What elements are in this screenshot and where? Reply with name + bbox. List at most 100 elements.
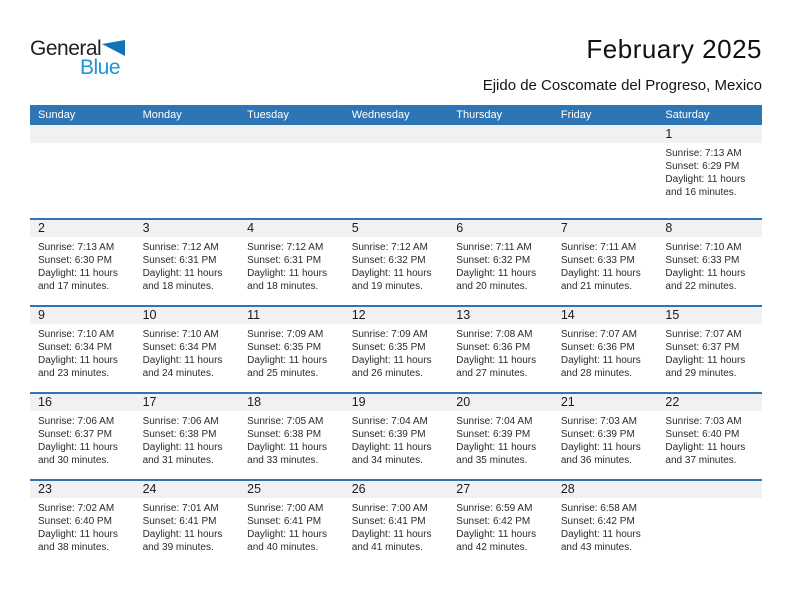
day-number: 13 <box>456 308 471 322</box>
calendar-day-cell: 8 Sunrise: 7:10 AM Sunset: 6:33 PM Daylight… <box>657 220 762 305</box>
day-number: 11 <box>247 308 261 322</box>
sunset-text: Sunset: 6:30 PM <box>38 255 112 266</box>
sunrise-text: Sunrise: 7:12 AM <box>142 242 219 253</box>
weekday-header-row: Sunday Monday Tuesday Wednesday Thursday… <box>30 105 762 125</box>
day-details: Sunrise: 7:00 AM Sunset: 6:41 PM Daylight:… <box>247 502 340 554</box>
sunrise-text: Sunrise: 7:09 AM <box>351 329 428 340</box>
calendar-day-cell: 12 Sunrise: 7:09 AM Sunset: 6:35 PM Dayligh… <box>344 307 449 392</box>
daylight2-text: and 20 minutes. <box>456 281 528 292</box>
day-number: 25 <box>247 482 262 496</box>
sunrise-text: Sunrise: 7:03 AM <box>665 416 742 427</box>
month-title: February 2025 <box>586 34 762 64</box>
logo-text-blue: Blue <box>79 56 121 79</box>
day-details: Sunrise: 7:04 AM Sunset: 6:39 PM Daylight:… <box>352 415 445 467</box>
daylight1-text: Daylight: 11 hours <box>560 268 641 279</box>
sunset-text: Sunset: 6:39 PM <box>456 429 531 440</box>
sunset-text: Sunset: 6:42 PM <box>456 516 531 527</box>
daylight2-text: and 30 minutes. <box>38 455 110 466</box>
daylight2-text: and 34 minutes. <box>351 455 423 466</box>
daylight2-text: and 40 minutes. <box>247 542 319 553</box>
sunrise-text: Sunrise: 7:07 AM <box>665 329 742 340</box>
day-details: Sunrise: 7:12 AM Sunset: 6:31 PM Daylight:… <box>247 241 340 293</box>
daylight2-text: and 43 minutes. <box>560 542 633 553</box>
sunset-text: Sunset: 6:32 PM <box>351 255 426 266</box>
calendar-empty-cell <box>239 125 344 218</box>
day-details: Sunrise: 7:01 AM Sunset: 6:41 PM Daylight:… <box>143 502 236 554</box>
calendar-day-cell: 18 Sunrise: 7:05 AM Sunset: 6:38 PM Dayligh… <box>239 394 344 479</box>
weekday-sunday: Sunday <box>38 109 76 121</box>
day-details: Sunrise: 7:07 AM Sunset: 6:36 PM Daylight:… <box>561 328 654 380</box>
sunset-text: Sunset: 6:36 PM <box>456 342 531 353</box>
calendar-grid: Sunday Monday Tuesday Wednesday Thursday… <box>30 105 762 566</box>
logo-text-general: General <box>30 37 102 60</box>
sunset-text: Sunset: 6:38 PM <box>142 429 217 440</box>
day-number: 26 <box>351 482 366 496</box>
calendar-empty-cell <box>657 481 762 566</box>
daylight1-text: Daylight: 11 hours <box>247 268 327 279</box>
day-number: 7 <box>560 221 568 235</box>
day-number: 4 <box>247 221 255 235</box>
daylight2-text: and 38 minutes. <box>38 542 110 553</box>
sunset-text: Sunset: 6:41 PM <box>142 516 217 527</box>
day-number: 17 <box>142 395 157 409</box>
sunset-text: Sunset: 6:33 PM <box>560 255 635 266</box>
calendar-day-cell: 19 Sunrise: 7:04 AM Sunset: 6:39 PM Dayligh… <box>344 394 449 479</box>
sunrise-text: Sunrise: 7:09 AM <box>247 329 324 340</box>
daylight1-text: Daylight: 11 hours <box>665 174 746 185</box>
day-details: Sunrise: 7:10 AM Sunset: 6:34 PM Daylight:… <box>143 328 236 380</box>
day-details: Sunrise: 7:02 AM Sunset: 6:40 PM Daylight:… <box>38 502 131 554</box>
sunset-text: Sunset: 6:31 PM <box>247 255 322 266</box>
daylight1-text: Daylight: 11 hours <box>142 529 223 540</box>
calendar-day-cell: 2 Sunrise: 7:13 AM Sunset: 6:30 PM Daylight… <box>30 220 135 305</box>
daylight1-text: Daylight: 11 hours <box>142 268 223 279</box>
daylight2-text: and 35 minutes. <box>456 455 528 466</box>
daylight1-text: Daylight: 11 hours <box>665 268 746 279</box>
weekday-thursday: Thursday <box>456 109 503 121</box>
day-number: 8 <box>665 221 673 235</box>
sunrise-text: Sunrise: 7:12 AM <box>247 242 324 253</box>
sunrise-text: Sunrise: 7:01 AM <box>142 503 219 514</box>
weekday-monday: Monday <box>142 109 182 121</box>
day-number: 2 <box>38 221 45 235</box>
sunset-text: Sunset: 6:35 PM <box>351 342 426 353</box>
sunrise-text: Sunrise: 7:06 AM <box>38 416 115 427</box>
calendar-day-cell: 21 Sunrise: 7:03 AM Sunset: 6:39 PM Dayligh… <box>553 394 658 479</box>
day-details: Sunrise: 7:12 AM Sunset: 6:32 PM Daylight:… <box>352 241 445 293</box>
day-details: Sunrise: 6:59 AM Sunset: 6:42 PM Daylight:… <box>456 502 549 554</box>
weekday-wednesday: Wednesday <box>351 109 410 121</box>
daylight2-text: and 19 minutes. <box>351 281 423 292</box>
calendar-day-cell: 6 Sunrise: 7:11 AM Sunset: 6:32 PM Daylight… <box>448 220 553 305</box>
day-number: 10 <box>142 308 157 322</box>
day-number: 12 <box>351 308 366 322</box>
daylight2-text: and 39 minutes. <box>142 542 214 553</box>
calendar-day-cell: 3 Sunrise: 7:12 AM Sunset: 6:31 PM Daylight… <box>135 220 240 305</box>
day-number: 14 <box>560 308 575 322</box>
sunrise-text: Sunrise: 7:00 AM <box>247 503 324 514</box>
calendar-day-cell: 7 Sunrise: 7:11 AM Sunset: 6:33 PM Daylight… <box>553 220 658 305</box>
sunrise-text: Sunrise: 7:13 AM <box>665 148 742 159</box>
sunset-text: Sunset: 6:32 PM <box>456 255 531 266</box>
weekday-saturday: Saturday <box>665 109 710 121</box>
day-details: Sunrise: 7:09 AM Sunset: 6:35 PM Daylight:… <box>352 328 445 380</box>
day-details: Sunrise: 7:11 AM Sunset: 6:32 PM Daylight:… <box>456 241 549 293</box>
daylight2-text: and 33 minutes. <box>247 455 319 466</box>
sunrise-text: Sunrise: 7:10 AM <box>665 242 742 253</box>
daylight2-text: and 24 minutes. <box>142 368 214 379</box>
daylight1-text: Daylight: 11 hours <box>456 268 537 279</box>
sunset-text: Sunset: 6:41 PM <box>247 516 322 527</box>
day-number: 19 <box>351 395 366 409</box>
day-number: 1 <box>665 127 673 141</box>
daylight1-text: Daylight: 11 hours <box>560 529 641 540</box>
sunrise-text: Sunrise: 6:59 AM <box>456 503 533 514</box>
day-number: 21 <box>560 395 575 409</box>
calendar-day-cell: 9 Sunrise: 7:10 AM Sunset: 6:34 PM Daylight… <box>30 307 135 392</box>
calendar-day-cell: 20 Sunrise: 7:04 AM Sunset: 6:39 PM Dayligh… <box>448 394 553 479</box>
weekday-friday: Friday <box>560 109 592 121</box>
sunset-text: Sunset: 6:37 PM <box>665 342 740 353</box>
calendar-day-cell: 24 Sunrise: 7:01 AM Sunset: 6:41 PM Dayligh… <box>135 481 240 566</box>
calendar-empty-cell <box>553 125 658 218</box>
calendar-week-row: 1 Sunrise: 7:13 AM Sunset: 6:29 PM Daylight… <box>30 125 762 218</box>
daylight2-text: and 29 minutes. <box>665 368 737 379</box>
sunrise-text: Sunrise: 7:04 AM <box>351 416 428 427</box>
day-number: 23 <box>38 482 52 496</box>
